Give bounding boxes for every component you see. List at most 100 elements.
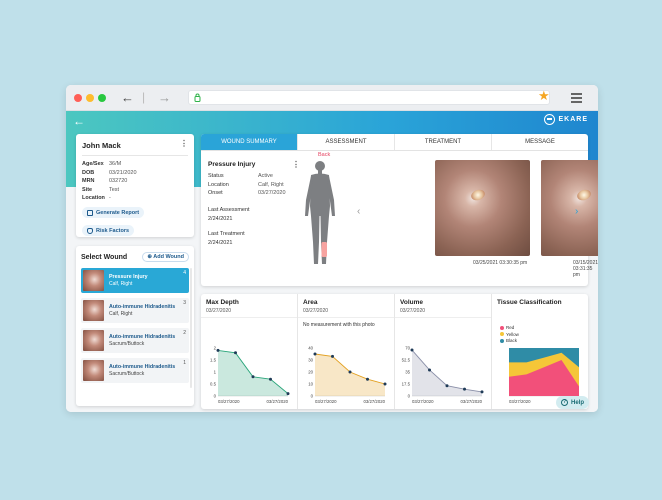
tab-assessment[interactable]: ASSESSMENT [298, 134, 395, 150]
field-label: MRN [82, 178, 95, 184]
patient-field: Site Test [82, 186, 188, 195]
series-area-red [509, 360, 579, 396]
field-label: Location [82, 195, 105, 201]
series-area [218, 350, 288, 396]
scrollbar[interactable] [190, 268, 192, 388]
photo-timestamp: 03/15/2021 03:31:35 pm [573, 260, 598, 278]
data-point [216, 348, 220, 352]
wound-list-item[interactable]: Auto-immune Hidradenitis Calf, Right 3 [81, 298, 189, 323]
wound-thumbnail [83, 360, 104, 381]
data-point [445, 384, 449, 388]
wound-more-icon[interactable]: ⋮ [292, 160, 300, 169]
browser-forward-icon[interactable]: → [158, 90, 171, 105]
carousel-prev-icon[interactable]: ‹ [357, 206, 361, 217]
wound-details: Pressure Injury ⋮ Status Active Location C… [208, 161, 300, 248]
y-tick-label: 70 [405, 346, 410, 351]
field-value: 03/27/2020 [258, 190, 286, 196]
y-tick-label: 35 [405, 370, 410, 375]
x-tick-label: 03/27/2020 [363, 399, 385, 404]
x-tick-label: 03/27/2020 [509, 399, 531, 404]
patient-field: DOB 03/21/2020 [82, 169, 188, 178]
patient-field: Age/Sex 36/M [82, 160, 188, 169]
patient-field: Location - [82, 194, 188, 203]
y-tick-label: 0 [214, 394, 217, 399]
data-point [313, 352, 317, 356]
x-tick-label: 03/27/2020 [412, 399, 434, 404]
field-label: DOB [82, 169, 95, 176]
data-point [331, 354, 334, 358]
tab-wound-summary[interactable]: WOUND SUMMARY [201, 134, 298, 150]
field-value: Active [258, 173, 273, 179]
wound-field: Status Active [208, 172, 300, 181]
last-treatment: Last Treatment 2/24/2021 [208, 230, 300, 248]
field-value: Calf, Right [258, 181, 284, 188]
x-tick-label: 03/27/2020 [218, 399, 240, 404]
add-wound-button[interactable]: ⊕ Add Wound [142, 252, 189, 262]
risk-factors-button[interactable]: Risk Factors [82, 225, 135, 236]
last-assessment-label: Last Assessment [208, 206, 250, 213]
nav-separator: | [142, 90, 146, 104]
tab-treatment[interactable]: TREATMENT [395, 134, 492, 150]
field-value: 03/21/2020 [109, 169, 137, 176]
y-tick-label: 0 [311, 394, 314, 399]
field-label: Site [82, 186, 93, 193]
data-point [410, 348, 414, 352]
data-point [428, 368, 431, 372]
y-tick-label: 0 [408, 394, 411, 399]
legend-yellow: Yellow [506, 331, 519, 337]
minimize-window-button[interactable] [86, 94, 94, 102]
app-back-icon[interactable]: ← [73, 114, 85, 128]
data-point [480, 390, 484, 394]
patient-name: John Mack [82, 141, 121, 150]
wound-list-item[interactable]: Auto-immune Hidradenitis Sacrum/Buttock 2 [81, 328, 189, 353]
wound-title: Pressure Injury [208, 161, 256, 168]
body-map-icon[interactable] [300, 154, 340, 270]
field-label: Status [208, 173, 224, 179]
wound-photo[interactable] [541, 160, 598, 256]
wound-name: Pressure Injury [109, 274, 148, 280]
brand-logo: EKARE [544, 114, 588, 125]
wound-field: Location Calf, Right [208, 181, 300, 190]
photo-timestamp: 03/25/2021 03:30:35 pm [473, 260, 528, 266]
volume-date: 03/27/2020 [400, 308, 426, 314]
help-label: Help [571, 399, 585, 406]
y-tick-label: 1 [214, 370, 217, 375]
x-tick-label: 03/27/2020 [460, 399, 482, 404]
data-point [269, 377, 272, 381]
y-tick-label: 30 [308, 358, 313, 363]
generate-report-button[interactable]: Generate Report [82, 207, 145, 218]
field-label: Location [208, 181, 229, 188]
metrics-card: Max Depth 03/27/2020 03/27/2020 03/27/202… [201, 294, 588, 409]
volume-panel: Volume 03/27/2020 03/27/2020 03/27/2020 70… [395, 294, 492, 409]
bookmark-star-icon[interactable]: ★ [538, 88, 550, 103]
tissue-panel: Tissue Classification Red Yellow Black 0… [492, 294, 588, 409]
wound-list-item[interactable]: Auto-immune Hidradenitis Sacrum/Buttock 1 [81, 358, 189, 383]
wound-summary-card: WOUND SUMMARY ASSESSMENT TREATMENT MESSA… [201, 134, 598, 286]
volume-title: Volume [400, 299, 423, 306]
help-button[interactable]: ? Help [556, 396, 590, 409]
wound-name: Auto-immune Hidradenitis [109, 334, 176, 340]
address-bar[interactable] [188, 90, 550, 105]
wound-photo[interactable] [435, 160, 530, 256]
wound-list-item[interactable]: Pressure Injury Calf, Right 4 [81, 268, 189, 293]
browser-menu-icon[interactable] [571, 93, 582, 105]
data-point [383, 382, 387, 386]
max-depth-title: Max Depth [206, 299, 239, 306]
y-tick-label: 52.5 [402, 358, 411, 363]
last-assessment-value: 2/24/2021 [208, 215, 233, 222]
patient-more-icon[interactable]: ⋮ [180, 139, 188, 148]
carousel-next-icon[interactable]: › [575, 206, 579, 217]
risk-factors-label: Risk Factors [96, 227, 130, 234]
tissue-title: Tissue Classification [497, 299, 562, 306]
volume-chart: 03/27/2020 03/27/2020 70 52.5 35 17.5 0 [402, 346, 484, 404]
tab-message[interactable]: MESSAGE [525, 139, 555, 145]
app-area: ← EKARE John Mack ⋮ Age/Sex 36/M DOB 03/21… [66, 111, 598, 412]
series-area [412, 350, 482, 396]
close-window-button[interactable] [74, 94, 82, 102]
maximize-window-button[interactable] [98, 94, 106, 102]
browser-back-icon[interactable]: ← [121, 90, 134, 105]
data-point [251, 375, 255, 379]
data-point [366, 377, 369, 381]
wound-location: Calf, Right [109, 311, 133, 317]
